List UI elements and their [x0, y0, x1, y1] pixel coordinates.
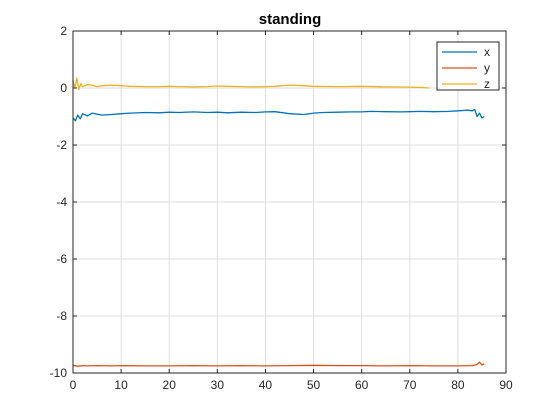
- chart-title: standing: [259, 11, 322, 28]
- legend-label-z: z: [484, 77, 490, 91]
- legend-label-x: x: [484, 45, 490, 59]
- y-tick-label: -6: [56, 252, 67, 266]
- y-tick-label: -10: [50, 366, 68, 380]
- y-tick-label: 0: [60, 81, 67, 95]
- x-tick-label: 80: [451, 378, 465, 392]
- series-line-z: [72, 77, 430, 91]
- legend: xyz: [436, 41, 500, 91]
- x-tick-label: 20: [163, 378, 177, 392]
- x-tick-label: 90: [499, 378, 513, 392]
- y-tick-label: -8: [56, 309, 67, 323]
- x-tick-label: 0: [70, 378, 77, 392]
- x-tick-label: 30: [211, 378, 225, 392]
- x-tick-label: 10: [114, 378, 128, 392]
- x-tick-label: 40: [259, 378, 273, 392]
- y-tick-label: 2: [60, 24, 67, 38]
- legend-box: [436, 41, 500, 91]
- axes: [72, 30, 507, 374]
- series-group: [72, 77, 485, 367]
- series-line-x: [72, 108, 485, 122]
- x-tick-label: 70: [403, 378, 417, 392]
- series-line-y: [72, 361, 485, 367]
- legend-label-y: y: [484, 61, 490, 75]
- y-tick-label: -2: [56, 138, 67, 152]
- x-tick-label: 50: [307, 378, 321, 392]
- y-tick-label: -4: [56, 195, 67, 209]
- x-tick-label: 60: [355, 378, 369, 392]
